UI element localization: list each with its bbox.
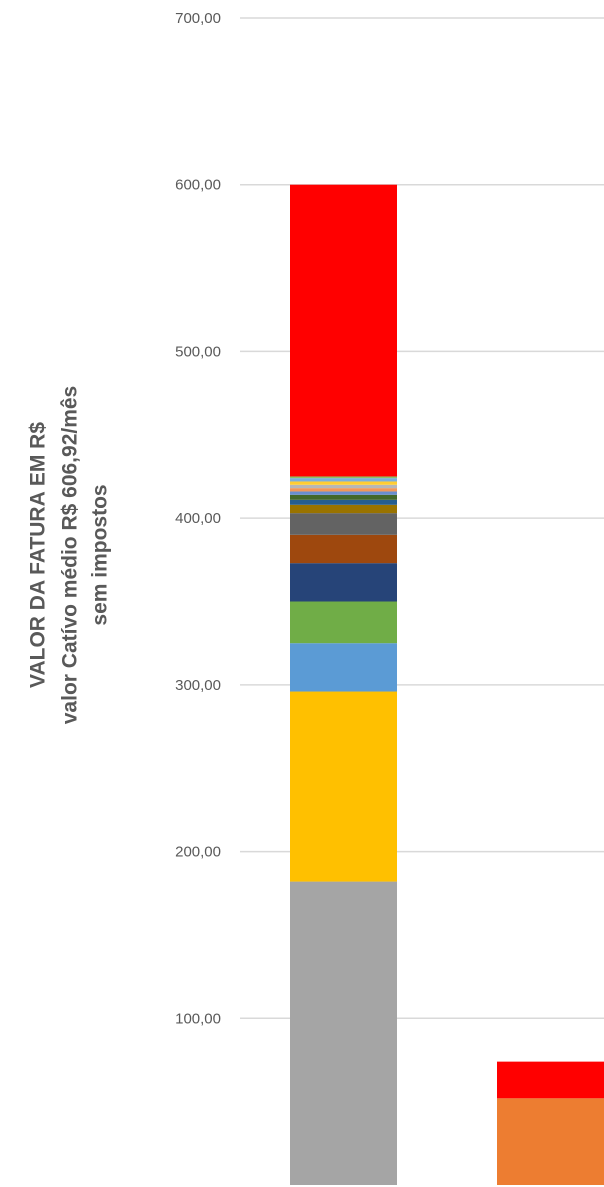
bar-segment xyxy=(290,499,397,505)
bar-segment xyxy=(290,601,397,644)
bar-segment xyxy=(290,478,397,482)
bar-stack xyxy=(290,184,397,1185)
bar-segment xyxy=(290,691,397,882)
bar-segment xyxy=(290,476,397,479)
bar-segment xyxy=(290,513,397,535)
y-tick-label: 200,00 xyxy=(175,844,221,861)
bar-segment xyxy=(290,504,397,514)
bar-segment xyxy=(290,643,397,692)
y-tick-label: 100,00 xyxy=(175,1010,221,1027)
y-axis-label-line: VALOR DA FATURA EM R$ xyxy=(27,422,50,688)
bars xyxy=(290,184,604,1185)
bar-segment xyxy=(290,494,397,500)
y-axis-tick-labels: 100,00 200,00 300,00 400,00 500,00 600,00 700,… xyxy=(175,10,221,1027)
bar-segment xyxy=(290,881,397,1185)
bar-segment xyxy=(290,481,397,485)
y-axis-label-line: sem impostos xyxy=(89,484,112,625)
bar-segment xyxy=(497,1098,604,1185)
bar-segment xyxy=(290,484,397,489)
bar-segment xyxy=(290,534,397,564)
bar-segment xyxy=(290,491,397,495)
y-axis-label: VALOR DA FATURA EM R$ valor Catívo médio … xyxy=(27,386,112,725)
y-tick-label: 700,00 xyxy=(175,10,221,27)
bar-stack xyxy=(497,1061,604,1185)
y-tick-label: 300,00 xyxy=(175,677,221,694)
y-tick-label: 400,00 xyxy=(175,510,221,527)
bar-segment xyxy=(290,563,397,602)
bar-segment xyxy=(290,488,397,492)
y-axis-label-line: valor Catívo médio R$ 606,92/mês xyxy=(59,386,82,725)
bar-segment xyxy=(290,184,397,477)
bar-segment xyxy=(497,1061,604,1099)
y-tick-label: 600,00 xyxy=(175,177,221,194)
y-tick-label: 500,00 xyxy=(175,343,221,360)
